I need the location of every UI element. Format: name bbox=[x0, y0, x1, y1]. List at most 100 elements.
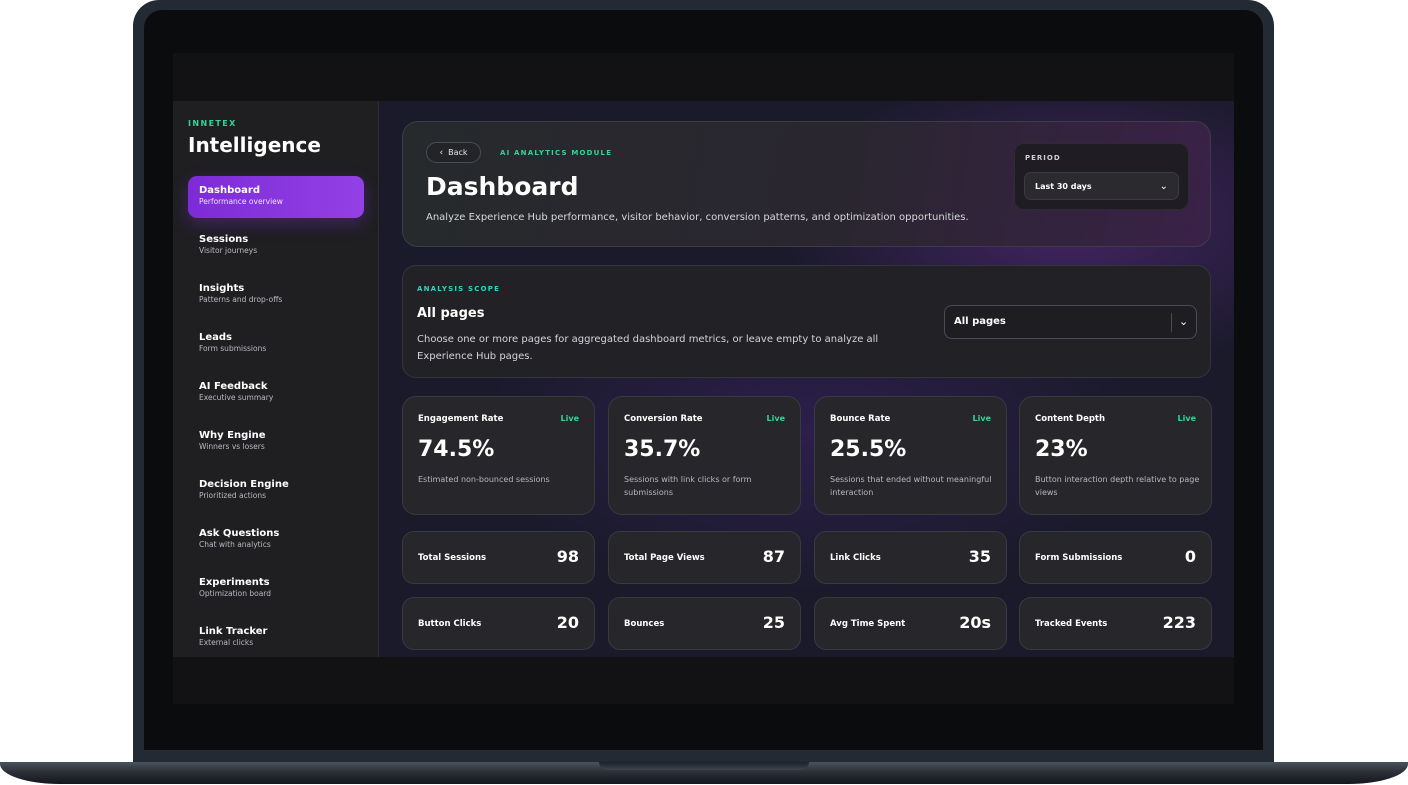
sidebar-item-label: Experiments bbox=[199, 577, 270, 588]
live-badge: Live bbox=[972, 414, 991, 423]
stat-value: 223 bbox=[1162, 613, 1196, 632]
sidebar-item-insights[interactable]: Insights Patterns and drop-offs bbox=[188, 274, 364, 316]
scope-title: All pages bbox=[417, 306, 485, 321]
sidebar-item-leads[interactable]: Leads Form submissions bbox=[188, 323, 364, 365]
sidebar-item-label: Insights bbox=[199, 283, 245, 294]
period-panel: PERIOD Last 30 days ⌄ bbox=[1014, 143, 1189, 210]
sidebar-item-ask-questions[interactable]: Ask Questions Chat with analytics bbox=[188, 519, 364, 561]
sidebar-item-subtitle: Patterns and drop-offs bbox=[199, 295, 283, 304]
stat-card-tracked-events: Tracked Events 223 bbox=[1019, 597, 1212, 650]
main-content: ‹ Back AI ANALYTICS MODULE Dashboard Ana… bbox=[380, 101, 1234, 657]
sidebar-item-subtitle: Prioritized actions bbox=[199, 491, 267, 500]
stat-card-form-submissions: Form Submissions 0 bbox=[1019, 531, 1212, 584]
back-button[interactable]: ‹ Back bbox=[426, 142, 481, 163]
metric-card-conversion-rate: Conversion Rate Live 35.7% Sessions with… bbox=[608, 396, 801, 515]
module-kicker: AI ANALYTICS MODULE bbox=[500, 149, 613, 157]
screen: INNETEX Intelligence Dashboard Performan… bbox=[173, 53, 1234, 704]
metric-label: Engagement Rate bbox=[418, 414, 504, 424]
page-scope-select[interactable]: All pages ⌄ bbox=[944, 305, 1197, 339]
page-scope-select-value: All pages bbox=[954, 316, 1006, 327]
metric-card-bounce-rate: Bounce Rate Live 25.5% Sessions that end… bbox=[814, 396, 1007, 515]
sidebar-item-label: AI Feedback bbox=[199, 381, 268, 392]
stat-value: 25 bbox=[762, 613, 785, 632]
metric-description: Button interaction depth relative to pag… bbox=[1035, 475, 1200, 497]
back-button-label: Back bbox=[448, 148, 468, 157]
page-header-card: ‹ Back AI ANALYTICS MODULE Dashboard Ana… bbox=[402, 121, 1211, 247]
sidebar-item-label: Link Tracker bbox=[199, 626, 268, 637]
sidebar-item-subtitle: Form submissions bbox=[199, 344, 267, 353]
sidebar-item-ai-feedback[interactable]: AI Feedback Executive summary bbox=[188, 372, 364, 414]
select-divider bbox=[1171, 313, 1172, 332]
page-description: Analyze Experience Hub performance, visi… bbox=[426, 212, 969, 223]
sidebar: INNETEX Intelligence Dashboard Performan… bbox=[173, 101, 379, 657]
metric-value: 35.7% bbox=[624, 437, 701, 462]
period-label: PERIOD bbox=[1025, 154, 1061, 162]
stat-label: Tracked Events bbox=[1035, 619, 1108, 629]
metric-description: Sessions that ended without meaningful i… bbox=[830, 475, 992, 497]
scope-kicker: ANALYSIS SCOPE bbox=[417, 285, 501, 293]
stat-card-button-clicks: Button Clicks 20 bbox=[402, 597, 595, 650]
live-badge: Live bbox=[560, 414, 579, 423]
sidebar-item-label: Ask Questions bbox=[199, 528, 280, 539]
chevron-left-icon: ‹ bbox=[439, 147, 444, 158]
sidebar-item-sessions[interactable]: Sessions Visitor journeys bbox=[188, 225, 364, 267]
metric-value: 25.5% bbox=[830, 437, 907, 462]
scope-description: Choose one or more pages for aggregated … bbox=[417, 334, 879, 362]
sidebar-item-label: Dashboard bbox=[199, 185, 260, 196]
metric-description: Sessions with link clicks or form submis… bbox=[624, 475, 752, 497]
period-select[interactable]: Last 30 days ⌄ bbox=[1024, 172, 1179, 200]
laptop-notch bbox=[599, 762, 809, 770]
sidebar-item-dashboard[interactable]: Dashboard Performance overview bbox=[188, 176, 364, 218]
sidebar-item-label: Decision Engine bbox=[199, 479, 289, 490]
live-badge: Live bbox=[1177, 414, 1196, 423]
stat-label: Avg Time Spent bbox=[830, 619, 906, 629]
sidebar-item-decision-engine[interactable]: Decision Engine Prioritized actions bbox=[188, 470, 364, 512]
sidebar-item-subtitle: External clicks bbox=[199, 638, 254, 647]
period-select-value: Last 30 days bbox=[1035, 181, 1092, 191]
sidebar-item-label: Sessions bbox=[199, 234, 249, 245]
sidebar-item-subtitle: Performance overview bbox=[199, 197, 283, 206]
stat-value: 98 bbox=[556, 547, 579, 566]
metric-value: 23% bbox=[1035, 437, 1088, 462]
metric-label: Bounce Rate bbox=[830, 414, 891, 424]
chevron-down-icon: ⌄ bbox=[1159, 180, 1168, 192]
stat-label: Bounces bbox=[624, 619, 665, 629]
sidebar-item-label: Why Engine bbox=[199, 430, 266, 441]
stat-label: Total Page Views bbox=[624, 553, 705, 563]
chevron-down-icon: ⌄ bbox=[1179, 315, 1189, 328]
metric-value: 74.5% bbox=[418, 437, 495, 462]
stat-label: Link Clicks bbox=[830, 553, 881, 563]
stat-card-link-clicks: Link Clicks 35 bbox=[814, 531, 1007, 584]
stat-label: Total Sessions bbox=[418, 553, 487, 563]
stat-card-avg-time-spent: Avg Time Spent 20s bbox=[814, 597, 1007, 650]
stat-card-total-page-views: Total Page Views 87 bbox=[608, 531, 801, 584]
stat-card-bounces: Bounces 25 bbox=[608, 597, 801, 650]
metric-card-content-depth: Content Depth Live 23% Button interactio… bbox=[1019, 396, 1212, 515]
sidebar-item-why-engine[interactable]: Why Engine Winners vs losers bbox=[188, 421, 364, 463]
sidebar-item-label: Leads bbox=[199, 332, 233, 343]
metric-card-engagement-rate: Engagement Rate Live 74.5% Estimated non… bbox=[402, 396, 595, 515]
stat-value: 0 bbox=[1184, 547, 1196, 566]
stat-value: 20s bbox=[959, 613, 991, 632]
metric-label: Conversion Rate bbox=[624, 414, 703, 424]
sidebar-item-subtitle: Winners vs losers bbox=[199, 442, 265, 451]
stat-card-total-sessions: Total Sessions 98 bbox=[402, 531, 595, 584]
stat-value: 35 bbox=[968, 547, 991, 566]
sidebar-item-experiments[interactable]: Experiments Optimization board bbox=[188, 568, 364, 610]
metric-label: Content Depth bbox=[1035, 414, 1106, 424]
app-window: INNETEX Intelligence Dashboard Performan… bbox=[173, 101, 1234, 657]
sidebar-item-subtitle: Visitor journeys bbox=[199, 246, 258, 255]
stat-label: Form Submissions bbox=[1035, 553, 1123, 563]
sidebar-item-subtitle: Optimization board bbox=[199, 589, 272, 598]
live-badge: Live bbox=[766, 414, 785, 423]
sidebar-item-link-tracker[interactable]: Link Tracker External clicks bbox=[188, 617, 364, 657]
brand-kicker: INNETEX bbox=[188, 119, 237, 128]
sidebar-item-subtitle: Chat with analytics bbox=[199, 540, 271, 549]
metric-description: Estimated non-bounced sessions bbox=[418, 475, 550, 484]
page-title: Dashboard bbox=[426, 172, 579, 201]
analysis-scope-card: ANALYSIS SCOPE All pages Choose one or m… bbox=[402, 265, 1211, 378]
stat-value: 20 bbox=[556, 613, 579, 632]
sidebar-item-subtitle: Executive summary bbox=[199, 393, 274, 402]
laptop-base bbox=[0, 762, 1408, 784]
stat-value: 87 bbox=[762, 547, 785, 566]
